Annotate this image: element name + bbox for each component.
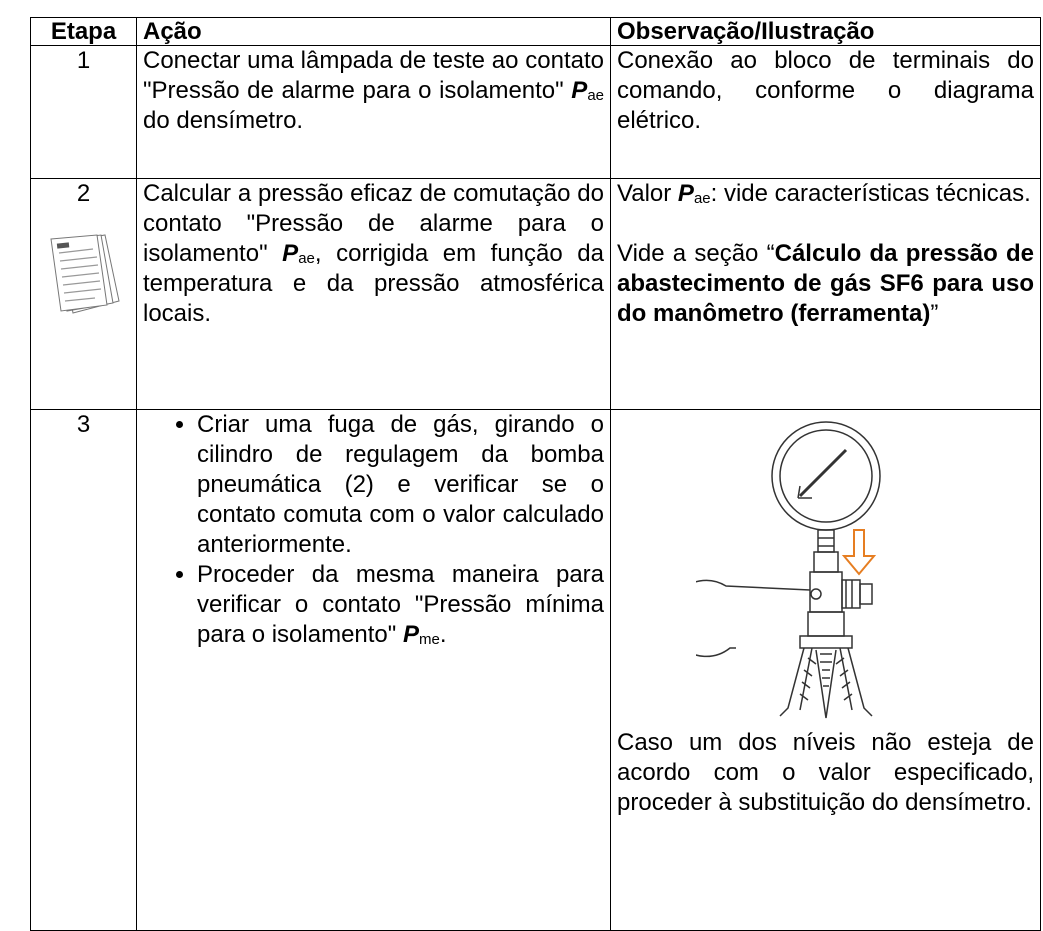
table-body: 1 Conectar uma lâmpada de teste ao contat… (30, 45, 1041, 931)
page: Etapa Ação Observação/Ilustração 1 Conect… (0, 0, 1043, 893)
action-cell: Calcular a pressão eficaz de comutação d… (136, 178, 611, 410)
pressure-gauge-illustration (695, 421, 881, 719)
action-cell: Conectar uma lâmpada de teste ao contato… (136, 45, 611, 179)
text: ” (930, 300, 939, 327)
paragraph: Caso um dos níveis não esteja de acordo … (617, 728, 1034, 818)
text: do densímetro. (143, 107, 304, 134)
symbol: P (677, 180, 694, 207)
text: Calcular a pressão eficaz de comutação d… (143, 180, 604, 267)
symbol: P (571, 77, 588, 104)
bullet-item: Criar uma fuga de gás, girando o cilindr… (197, 410, 604, 560)
observation-cell: Valor Pae: vide características técnicas… (610, 178, 1041, 410)
paragraph: Calcular a pressão eficaz de comutação d… (143, 179, 604, 329)
table-row: 2 Calcular a pressão eficaz de comutação… (30, 178, 1041, 410)
bullet-list: Criar uma fuga de gás, girando o cilindr… (143, 410, 604, 650)
step-number: 3 (76, 411, 91, 438)
subscript: me (418, 631, 440, 648)
observation-cell: Conexão ao bloco de terminais do comando… (610, 45, 1041, 179)
symbol: P (282, 240, 299, 267)
text: Criar uma fuga de gás, girando o cilindr… (197, 411, 604, 558)
text: Caso um dos níveis não esteja de acordo … (617, 729, 1034, 816)
text: . (439, 621, 447, 648)
table-row: 3 Criar uma fuga de gás, girando o cilind… (30, 409, 1041, 931)
bullet-item: Proceder da mesma maneira para verificar… (197, 560, 604, 650)
step-cell: 1 (30, 45, 137, 179)
text: Proceder da mesma maneira para verificar… (197, 561, 604, 648)
text: Vide a seção “ (617, 240, 775, 267)
subscript: ae (693, 190, 711, 207)
paragraph: Vide a seção “Cálculo da pressão de abas… (617, 239, 1034, 329)
document-icon (50, 234, 120, 314)
text: Conexão ao bloco de terminais do comando… (617, 47, 1034, 134)
steps-table: Etapa Ação Observação/Ilustração 1 Conect… (30, 17, 1041, 931)
symbol: P (402, 621, 419, 648)
header-cell: Observação/Ilustração (610, 17, 1041, 46)
step-number: 2 (76, 180, 91, 207)
bold-text: Cálculo da pressão de abastecimento de g… (617, 240, 1034, 327)
step-number: 1 (76, 47, 91, 74)
action-cell: Criar uma fuga de gás, girando o cilindr… (136, 409, 611, 931)
subscript: ae (587, 87, 604, 104)
paragraph: Valor Pae: vide características técnicas… (617, 179, 1034, 209)
text: , corrigida em função da temperatura e d… (143, 240, 604, 327)
paragraph: Conectar uma lâmpada de teste ao contato… (143, 46, 604, 136)
step-cell: 3 (30, 409, 137, 931)
text: Conectar uma lâmpada de teste ao contato… (143, 47, 604, 104)
step-cell: 2 (30, 178, 137, 410)
observation-cell: Caso um dos níveis não esteja de acordo … (610, 409, 1041, 931)
header-cell: Etapa (30, 17, 137, 46)
text: Valor (617, 180, 678, 207)
text: : vide características técnicas. (710, 180, 1031, 207)
header-cell: Ação (136, 17, 611, 46)
header-row: Etapa Ação Observação/Ilustração (30, 17, 1041, 46)
table-row: 1 Conectar uma lâmpada de teste ao contat… (30, 45, 1041, 179)
paragraph: Conexão ao bloco de terminais do comando… (617, 46, 1034, 136)
subscript: ae (298, 250, 315, 267)
